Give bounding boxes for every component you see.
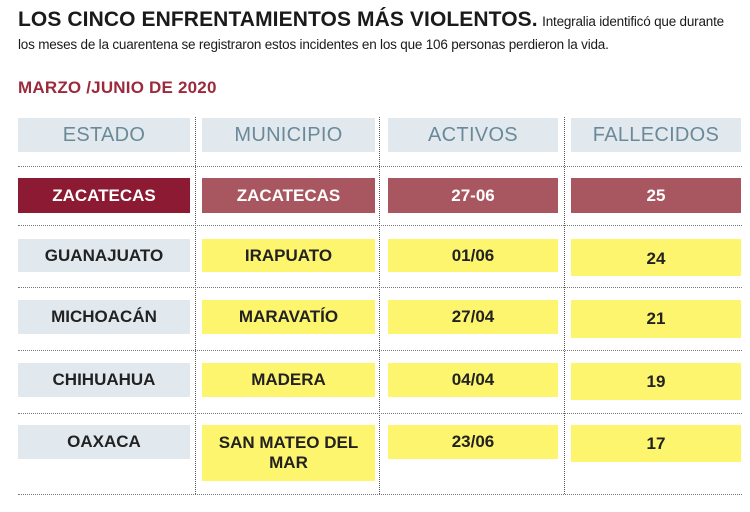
row-divider bbox=[18, 225, 742, 226]
headline-title: LOS CINCO ENFRENTAMIENTOS MÁS VIOLENTOS. bbox=[18, 8, 538, 31]
header-estado: ESTADO bbox=[18, 118, 190, 152]
cell-fallecidos: 17 bbox=[571, 425, 741, 462]
cell-activos: 27-06 bbox=[388, 178, 558, 213]
cell-fallecidos: 25 bbox=[571, 178, 741, 213]
subtitle: MARZO /JUNIO DE 2020 bbox=[18, 78, 217, 97]
row-divider bbox=[18, 287, 742, 288]
cell-activos: 04/04 bbox=[388, 363, 558, 397]
cell-municipio: MARAVATÍO bbox=[202, 300, 375, 334]
row-divider bbox=[18, 494, 742, 495]
row-divider bbox=[18, 350, 742, 351]
cell-activos: 23/06 bbox=[388, 425, 558, 459]
cell-estado: ZACATECAS bbox=[18, 178, 190, 213]
column-divider bbox=[564, 117, 565, 494]
cell-fallecidos: 21 bbox=[571, 300, 741, 338]
cell-municipio: IRAPUATO bbox=[202, 239, 375, 272]
cell-municipio: SAN MATEO DEL MAR bbox=[202, 425, 375, 481]
cell-municipio: ZACATECAS bbox=[202, 178, 375, 213]
cell-estado: OAXACA bbox=[18, 425, 190, 459]
cell-activos: 01/06 bbox=[388, 239, 558, 272]
cell-estado: MICHOACÁN bbox=[18, 300, 190, 334]
header-municipio: MUNICIPIO bbox=[202, 118, 375, 152]
row-divider bbox=[18, 413, 742, 414]
cell-activos: 27/04 bbox=[388, 300, 558, 334]
cell-estado: CHIHUAHUA bbox=[18, 363, 190, 397]
headline-lead: Integralia identificó que durante los me… bbox=[18, 14, 724, 52]
cell-fallecidos: 24 bbox=[571, 239, 741, 276]
cell-municipio: MADERA bbox=[202, 363, 375, 397]
headline: LOS CINCO ENFRENTAMIENTOS MÁS VIOLENTOS.… bbox=[18, 8, 740, 56]
cell-estado: GUANAJUATO bbox=[18, 239, 190, 272]
header-fallecidos: FALLECIDOS bbox=[571, 118, 741, 152]
header-activos: ACTIVOS bbox=[388, 118, 558, 152]
cell-fallecidos: 19 bbox=[571, 363, 741, 400]
column-divider bbox=[195, 117, 196, 494]
column-divider bbox=[379, 117, 380, 494]
row-divider bbox=[18, 166, 742, 167]
